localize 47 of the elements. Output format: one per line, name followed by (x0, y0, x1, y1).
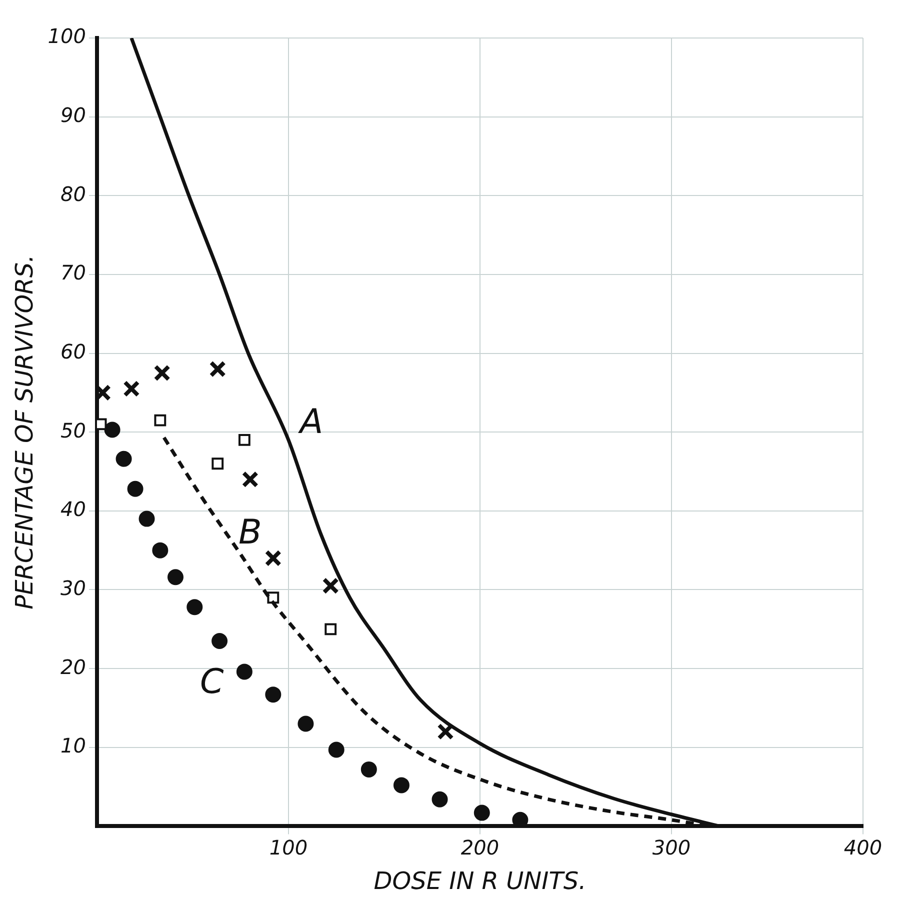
point (298, 716, 314, 732)
point (432, 791, 448, 808)
y-tick-label: 100 (48, 24, 86, 48)
point (242, 471, 259, 488)
point (360, 761, 377, 778)
y-tick-label: 90 (60, 103, 86, 128)
point (154, 364, 170, 382)
point (154, 414, 166, 426)
point (138, 510, 155, 527)
y-axis-title: PERCENTAGE OF SURVIVORS. (10, 254, 39, 610)
point (238, 434, 250, 446)
y-tick-label: 10 (60, 734, 86, 758)
y-tick-label: 40 (60, 497, 86, 522)
point (123, 380, 140, 398)
x-axis-title: DOSE IN R UNITS. (374, 866, 586, 895)
point (393, 777, 410, 794)
point (209, 360, 226, 378)
x-tick-label: 100 (269, 835, 308, 860)
point (212, 458, 224, 470)
point (167, 569, 184, 586)
point (437, 723, 454, 740)
y-tick-label: 60 (60, 339, 86, 364)
point (186, 599, 203, 616)
x-tick-label: 300 (652, 835, 691, 860)
point (265, 686, 282, 703)
point (264, 550, 282, 567)
point (267, 592, 280, 604)
point (236, 664, 252, 680)
y-tick-label: 80 (60, 182, 86, 206)
point (212, 632, 228, 649)
x-tick-label: 200 (460, 835, 500, 860)
point (104, 422, 120, 438)
y-tick-label: 70 (60, 260, 86, 285)
y-tick-label: 20 (60, 654, 86, 679)
point (152, 542, 168, 558)
y-tick-label: 30 (60, 576, 86, 600)
annotation: A (298, 402, 324, 442)
point (474, 804, 490, 821)
annotation: B (238, 512, 262, 552)
point (322, 577, 339, 594)
point (324, 623, 337, 636)
x-tick-label: 400 (844, 835, 882, 860)
point (328, 742, 344, 758)
annotation: C (200, 662, 224, 702)
point (116, 450, 132, 467)
y-tick-label: 50 (60, 418, 86, 442)
point (127, 480, 144, 497)
